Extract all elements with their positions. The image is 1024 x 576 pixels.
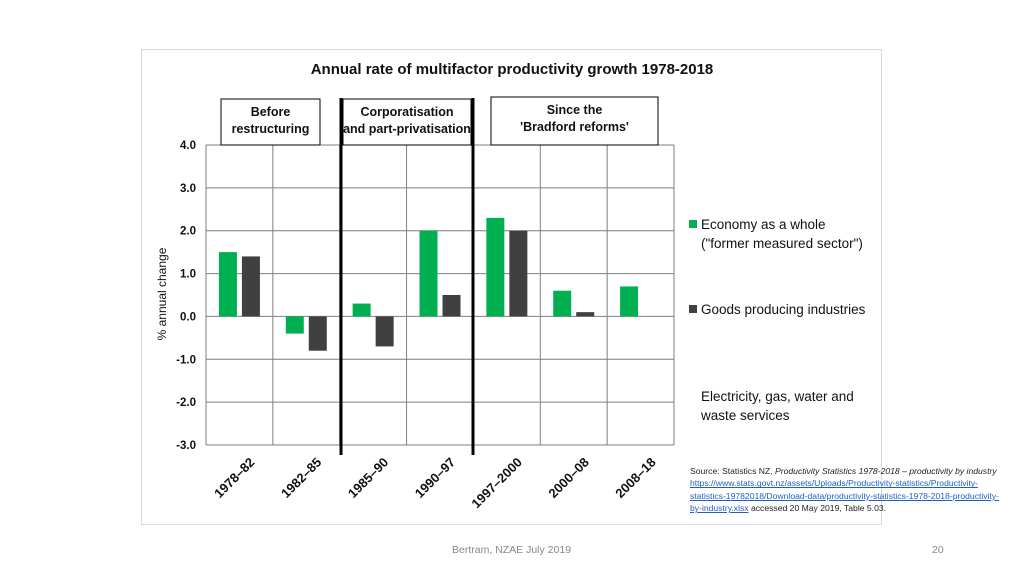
bar [620, 286, 639, 317]
bar [419, 230, 438, 317]
x-tick-label: 1990–97 [412, 455, 458, 501]
source-link[interactable]: https://www.stats.govt.nz/assets/Uploads… [690, 478, 1000, 514]
y-tick-label: 3.0 [180, 183, 196, 195]
legend-swatch [689, 220, 697, 228]
x-tick-label: 1982–85 [278, 455, 324, 501]
bar [576, 312, 595, 317]
legend-label: Electricity, gas, water and [701, 389, 854, 404]
legend-label: Goods producing industries [701, 302, 866, 317]
bar [308, 316, 327, 351]
period-box-label: Corporatisation [360, 105, 453, 119]
bar [442, 295, 461, 317]
bar [509, 230, 528, 317]
legend-swatch [689, 305, 697, 313]
bar [218, 252, 237, 317]
y-tick-label: -3.0 [176, 440, 196, 452]
y-tick-label: 0.0 [180, 311, 196, 323]
legend-label: ("former measured sector") [701, 236, 863, 251]
y-tick-label: -2.0 [176, 397, 196, 409]
source-prefix: Source: Statistics NZ, [690, 466, 776, 476]
x-tick-label: 1985–90 [345, 455, 391, 501]
y-tick-label: -1.0 [176, 354, 196, 366]
bar [241, 256, 260, 317]
period-box [342, 98, 472, 146]
x-tick-label: 1978–82 [211, 455, 257, 501]
y-tick-label: 4.0 [180, 140, 196, 152]
period-box-label: and part-privatisation [343, 122, 471, 136]
bar [285, 316, 304, 334]
period-box-label: 'Bradford reforms' [520, 120, 629, 134]
page-number: 20 [932, 544, 944, 556]
chart-title: Annual rate of multifactor productivity … [311, 61, 714, 78]
bar [486, 217, 505, 317]
period-box-label: restructuring [232, 122, 310, 136]
period-box-label: Before [251, 105, 291, 119]
bar [375, 316, 394, 347]
footer-author: Bertram, NZAE July 2019 [452, 544, 572, 556]
bar [553, 290, 572, 317]
period-box-label: Since the [547, 103, 603, 117]
source-note: Source: Statistics NZ, Productivity Stat… [690, 465, 1010, 515]
source-suffix: accessed 20 May 2019, Table 5.03. [748, 503, 887, 514]
legend-label: waste services [700, 408, 790, 423]
period-box [220, 98, 321, 146]
y-tick-label: 2.0 [180, 226, 196, 238]
y-axis-label: % annual change [155, 247, 169, 340]
x-tick-label: 2008–18 [612, 455, 658, 501]
bar [352, 303, 371, 317]
legend-label: Economy as a whole [701, 217, 826, 232]
x-tick-label: 1997–2000 [468, 455, 525, 512]
source-title: Productivity Statistics 1978-2018 – prod… [775, 466, 997, 476]
x-tick-label: 2000–08 [545, 455, 591, 501]
y-tick-label: 1.0 [180, 269, 196, 281]
period-box [490, 96, 659, 146]
